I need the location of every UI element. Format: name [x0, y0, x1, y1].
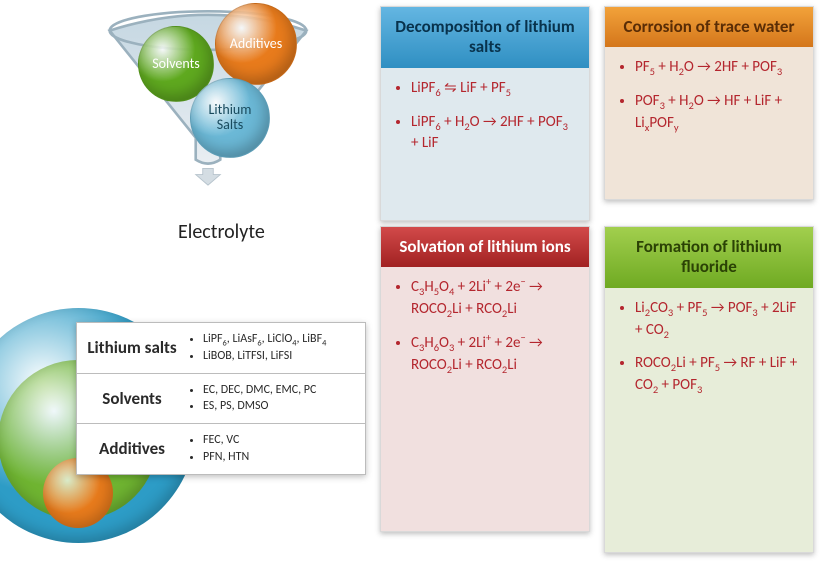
materials-table: Lithium saltsLiPF6, LiAsF6, LiClO4, LiBF… — [76, 322, 366, 475]
materials-row: AdditivesFEC, VCPFN, HTN — [77, 424, 365, 474]
materials-item: ES, PS, DMSO — [203, 398, 359, 415]
reaction-item: C3H5O4 + 2Li+ + 2e− → ROCO2Li + RCO2Li — [411, 277, 577, 321]
materials-row: SolventsEC, DEC, DMC, EMC, PCES, PS, DMS… — [77, 374, 365, 425]
materials-items: EC, DEC, DMC, EMC, PCES, PS, DMSO — [187, 374, 365, 424]
panel-form: Formation of lithium fluorideLi2CO3 + PF… — [604, 226, 814, 553]
panel-header: Corrosion of trace water — [605, 7, 813, 47]
materials-category: Solvents — [77, 374, 187, 424]
reaction-item: POF3 + H2O → HF + LiF + LixPOFy — [635, 91, 801, 135]
panel-body: Li2CO3 + PF5 → POF3 + 2LiF + CO2 ROCO2Li … — [605, 288, 813, 552]
reaction-item: LiPF6 + H2O → 2HF + POF3 + LiF — [411, 112, 577, 156]
panel-corr: Corrosion of trace waterPF5 + H2O → 2HF … — [604, 6, 814, 200]
reaction-item: C3H6O3 + 2Li+ + 2e− → ROCO2Li + RCO2Li — [411, 333, 577, 377]
materials-items: FEC, VCPFN, HTN — [187, 424, 365, 474]
materials-row: Lithium saltsLiPF6, LiAsF6, LiClO4, LiBF… — [77, 323, 365, 374]
materials-item: FEC, VC — [203, 432, 359, 449]
materials-item: EC, DEC, DMC, EMC, PC — [203, 382, 359, 399]
panel-header: Formation of lithium fluoride — [605, 227, 813, 288]
panel-decomp: Decomposition of lithium saltsLiPF6 ⇋ Li… — [380, 6, 590, 221]
funnel-salts-circle: LithiumSalts — [190, 78, 270, 158]
materials-block: Lithium saltsLiPF6, LiAsF6, LiClO4, LiBF… — [6, 308, 372, 558]
panel-body: C3H5O4 + 2Li+ + 2e− → ROCO2Li + RCO2Li C3… — [381, 267, 589, 531]
panel-body: LiPF6 ⇋ LiF + PF5 LiPF6 + H2O → 2HF + POF… — [381, 68, 589, 220]
reaction-item: LiPF6 ⇋ LiF + PF5 — [411, 78, 577, 100]
funnel-solvents-label: Solvents — [152, 57, 200, 72]
reaction-item: ROCO2Li + PF5 → RF + LiF + CO2 + POF3 — [635, 353, 801, 397]
reaction-item: PF5 + H2O → 2HF + POF3 — [635, 57, 801, 79]
panel-body: PF5 + H2O → 2HF + POF3 POF3 + H2O → HF + … — [605, 47, 813, 199]
panel-header: Decomposition of lithium salts — [381, 7, 589, 68]
materials-item: LiPF6, LiAsF6, LiClO4, LiBF4 — [203, 331, 359, 348]
materials-item: PFN, HTN — [203, 449, 359, 466]
materials-category: Lithium salts — [77, 323, 187, 373]
funnel-diagram: Solvents Additives LithiumSalts Electrol… — [60, 6, 360, 226]
materials-item: LiBOB, LiTFSI, LiFSI — [203, 348, 359, 365]
funnel-output-label: Electrolyte — [178, 220, 265, 244]
materials-category: Additives — [77, 424, 187, 474]
reaction-item: Li2CO3 + PF5 → POF3 + 2LiF + CO2 — [635, 298, 801, 342]
materials-items: LiPF6, LiAsF6, LiClO4, LiBF4LiBOB, LiTFS… — [187, 323, 365, 373]
funnel-additives-circle: Additives — [215, 3, 297, 85]
panel-solv: Solvation of lithium ionsC3H5O4 + 2Li+ +… — [380, 226, 590, 532]
funnel-additives-label: Additives — [230, 37, 282, 52]
panel-header: Solvation of lithium ions — [381, 227, 589, 267]
